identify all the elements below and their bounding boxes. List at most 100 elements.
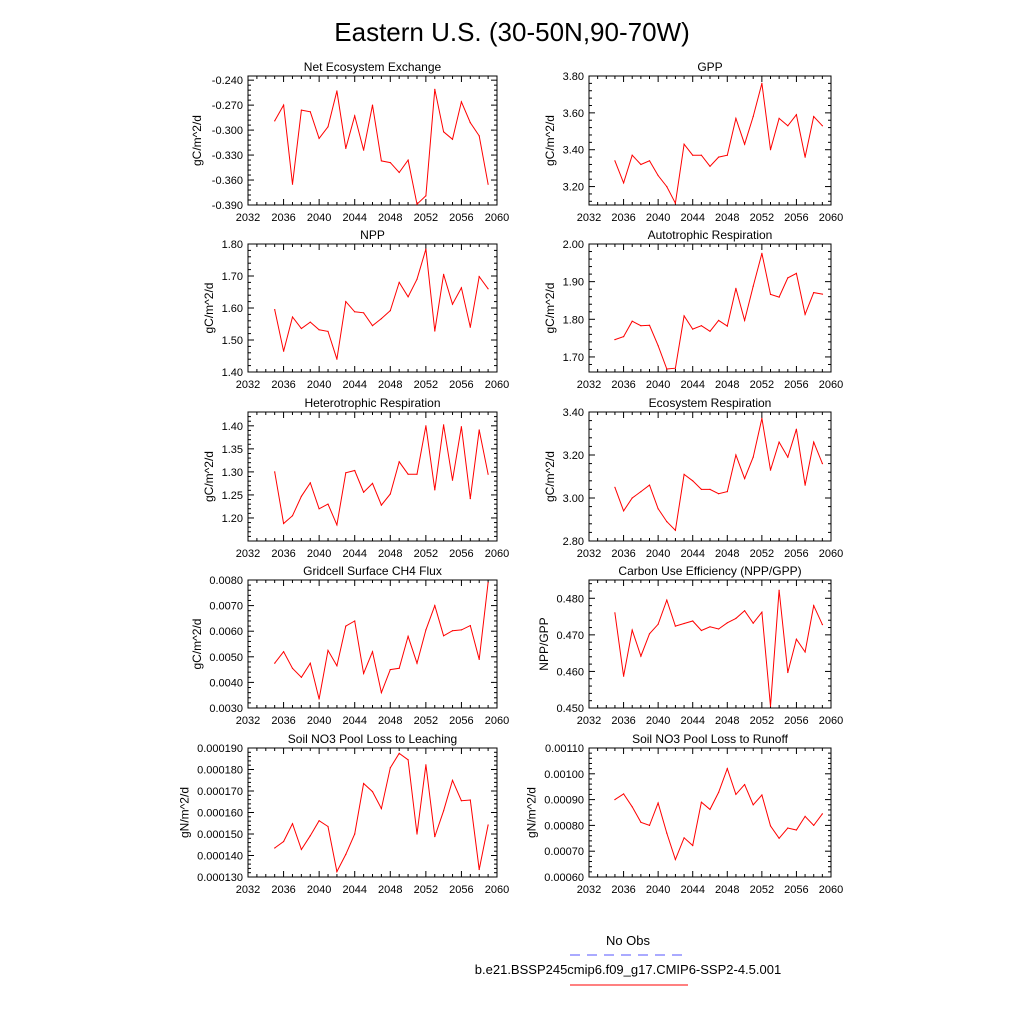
x-tick-label: 2060 xyxy=(819,884,843,896)
panel-npp: 2032 2036 2040 2044 2048 2052 2056 2060 1.80 1.70… xyxy=(202,228,509,391)
x-tick-label: 2036 xyxy=(611,884,635,896)
data-point xyxy=(648,160,651,162)
data-point xyxy=(666,368,668,370)
data-point xyxy=(389,493,391,495)
data-point xyxy=(752,804,754,806)
y-tick-label: 1.30 xyxy=(222,467,243,479)
data-point xyxy=(804,815,806,818)
x-tick-label: 2036 xyxy=(271,212,295,224)
x-tick-label: 2036 xyxy=(611,212,635,224)
panel-title: Soil NO3 Pool Loss to Runoff xyxy=(632,732,789,746)
data-point xyxy=(345,472,347,474)
data-point xyxy=(354,115,356,117)
data-point xyxy=(274,471,276,473)
data-point xyxy=(416,203,418,205)
data-point xyxy=(354,469,356,472)
data-point xyxy=(274,847,276,849)
series-line xyxy=(274,248,489,360)
y-tick-label: 1.60 xyxy=(222,303,243,315)
data-point xyxy=(416,278,418,280)
data-point xyxy=(478,135,480,137)
data-point xyxy=(407,159,409,161)
data-point xyxy=(735,617,737,620)
data-point xyxy=(469,799,471,801)
x-tick-label: 2040 xyxy=(307,212,331,224)
x-tick-label: 2040 xyxy=(646,548,670,560)
figure-title: Eastern U.S. (30-50N,90-70W) xyxy=(334,17,689,47)
x-tick-label: 2048 xyxy=(378,212,402,224)
legend-label-no-obs: No Obs xyxy=(606,933,651,948)
data-point xyxy=(614,160,616,162)
data-point xyxy=(380,318,382,320)
data-point xyxy=(631,497,633,499)
data-point xyxy=(318,820,320,822)
x-tick-label: 2052 xyxy=(414,884,438,896)
x-tick-label: 2036 xyxy=(271,884,295,896)
data-point xyxy=(327,649,329,652)
panel-title: Gridcell Surface CH4 Flux xyxy=(303,564,442,578)
data-point xyxy=(640,491,642,493)
x-tick-label: 2032 xyxy=(577,884,601,896)
data-point xyxy=(795,272,798,274)
x-tick-label: 2056 xyxy=(449,884,473,896)
data-point xyxy=(787,277,789,279)
data-point xyxy=(813,605,815,607)
data-point xyxy=(735,793,737,796)
x-tick-label: 2036 xyxy=(271,715,295,727)
x-tick-label: 2040 xyxy=(646,884,670,896)
x-tick-label: 2036 xyxy=(611,379,635,391)
data-point xyxy=(787,671,789,674)
panel-title: Heterotrophic Respiration xyxy=(304,396,440,410)
data-point xyxy=(327,330,329,332)
data-point xyxy=(769,149,772,151)
data-point xyxy=(752,115,754,118)
data-point xyxy=(778,837,780,839)
x-tick-label: 2056 xyxy=(449,715,473,727)
x-tick-label: 2056 xyxy=(784,379,808,391)
x-tick-label: 2056 xyxy=(449,548,473,560)
data-point xyxy=(769,705,772,707)
data-point xyxy=(709,330,711,332)
data-point xyxy=(336,871,338,873)
x-tick-label: 2056 xyxy=(784,548,808,560)
data-point xyxy=(327,126,329,128)
x-tick-label: 2040 xyxy=(646,379,670,391)
x-tick-label: 2032 xyxy=(236,379,260,391)
data-point xyxy=(735,287,737,289)
y-tick-label: 2.00 xyxy=(563,239,584,251)
data-point xyxy=(487,473,489,475)
data-point xyxy=(425,425,427,427)
x-tick-label: 2052 xyxy=(414,548,438,560)
y-tick-label: -0.330 xyxy=(212,150,243,162)
y-tick-label: 0.000150 xyxy=(197,829,243,841)
y-tick-label: 1.40 xyxy=(222,421,243,433)
data-point xyxy=(631,806,633,808)
data-point xyxy=(283,840,285,843)
x-tick-label: 2044 xyxy=(342,212,366,224)
series-line xyxy=(614,418,823,532)
data-point xyxy=(735,454,737,456)
data-point xyxy=(683,143,685,145)
data-point xyxy=(666,521,668,523)
x-tick-label: 2044 xyxy=(342,379,366,391)
data-point xyxy=(640,325,642,327)
data-point xyxy=(795,428,798,430)
y-tick-label: 1.80 xyxy=(563,314,584,326)
data-point xyxy=(478,868,480,871)
data-point xyxy=(813,824,815,827)
y-tick-label: 0.0060 xyxy=(209,626,243,638)
data-point xyxy=(787,125,789,127)
y-tick-label: 0.00100 xyxy=(544,769,584,781)
x-tick-label: 2060 xyxy=(485,379,509,391)
data-point xyxy=(478,429,480,431)
series-line xyxy=(614,83,823,205)
data-point xyxy=(443,131,445,133)
series-line xyxy=(274,424,489,527)
data-point xyxy=(726,768,728,770)
y-tick-label: 0.460 xyxy=(556,666,584,678)
data-point xyxy=(460,629,462,631)
data-point xyxy=(821,463,824,465)
data-point xyxy=(425,195,427,197)
y-tick-label: 0.0040 xyxy=(209,677,243,689)
x-tick-label: 2060 xyxy=(819,212,843,224)
